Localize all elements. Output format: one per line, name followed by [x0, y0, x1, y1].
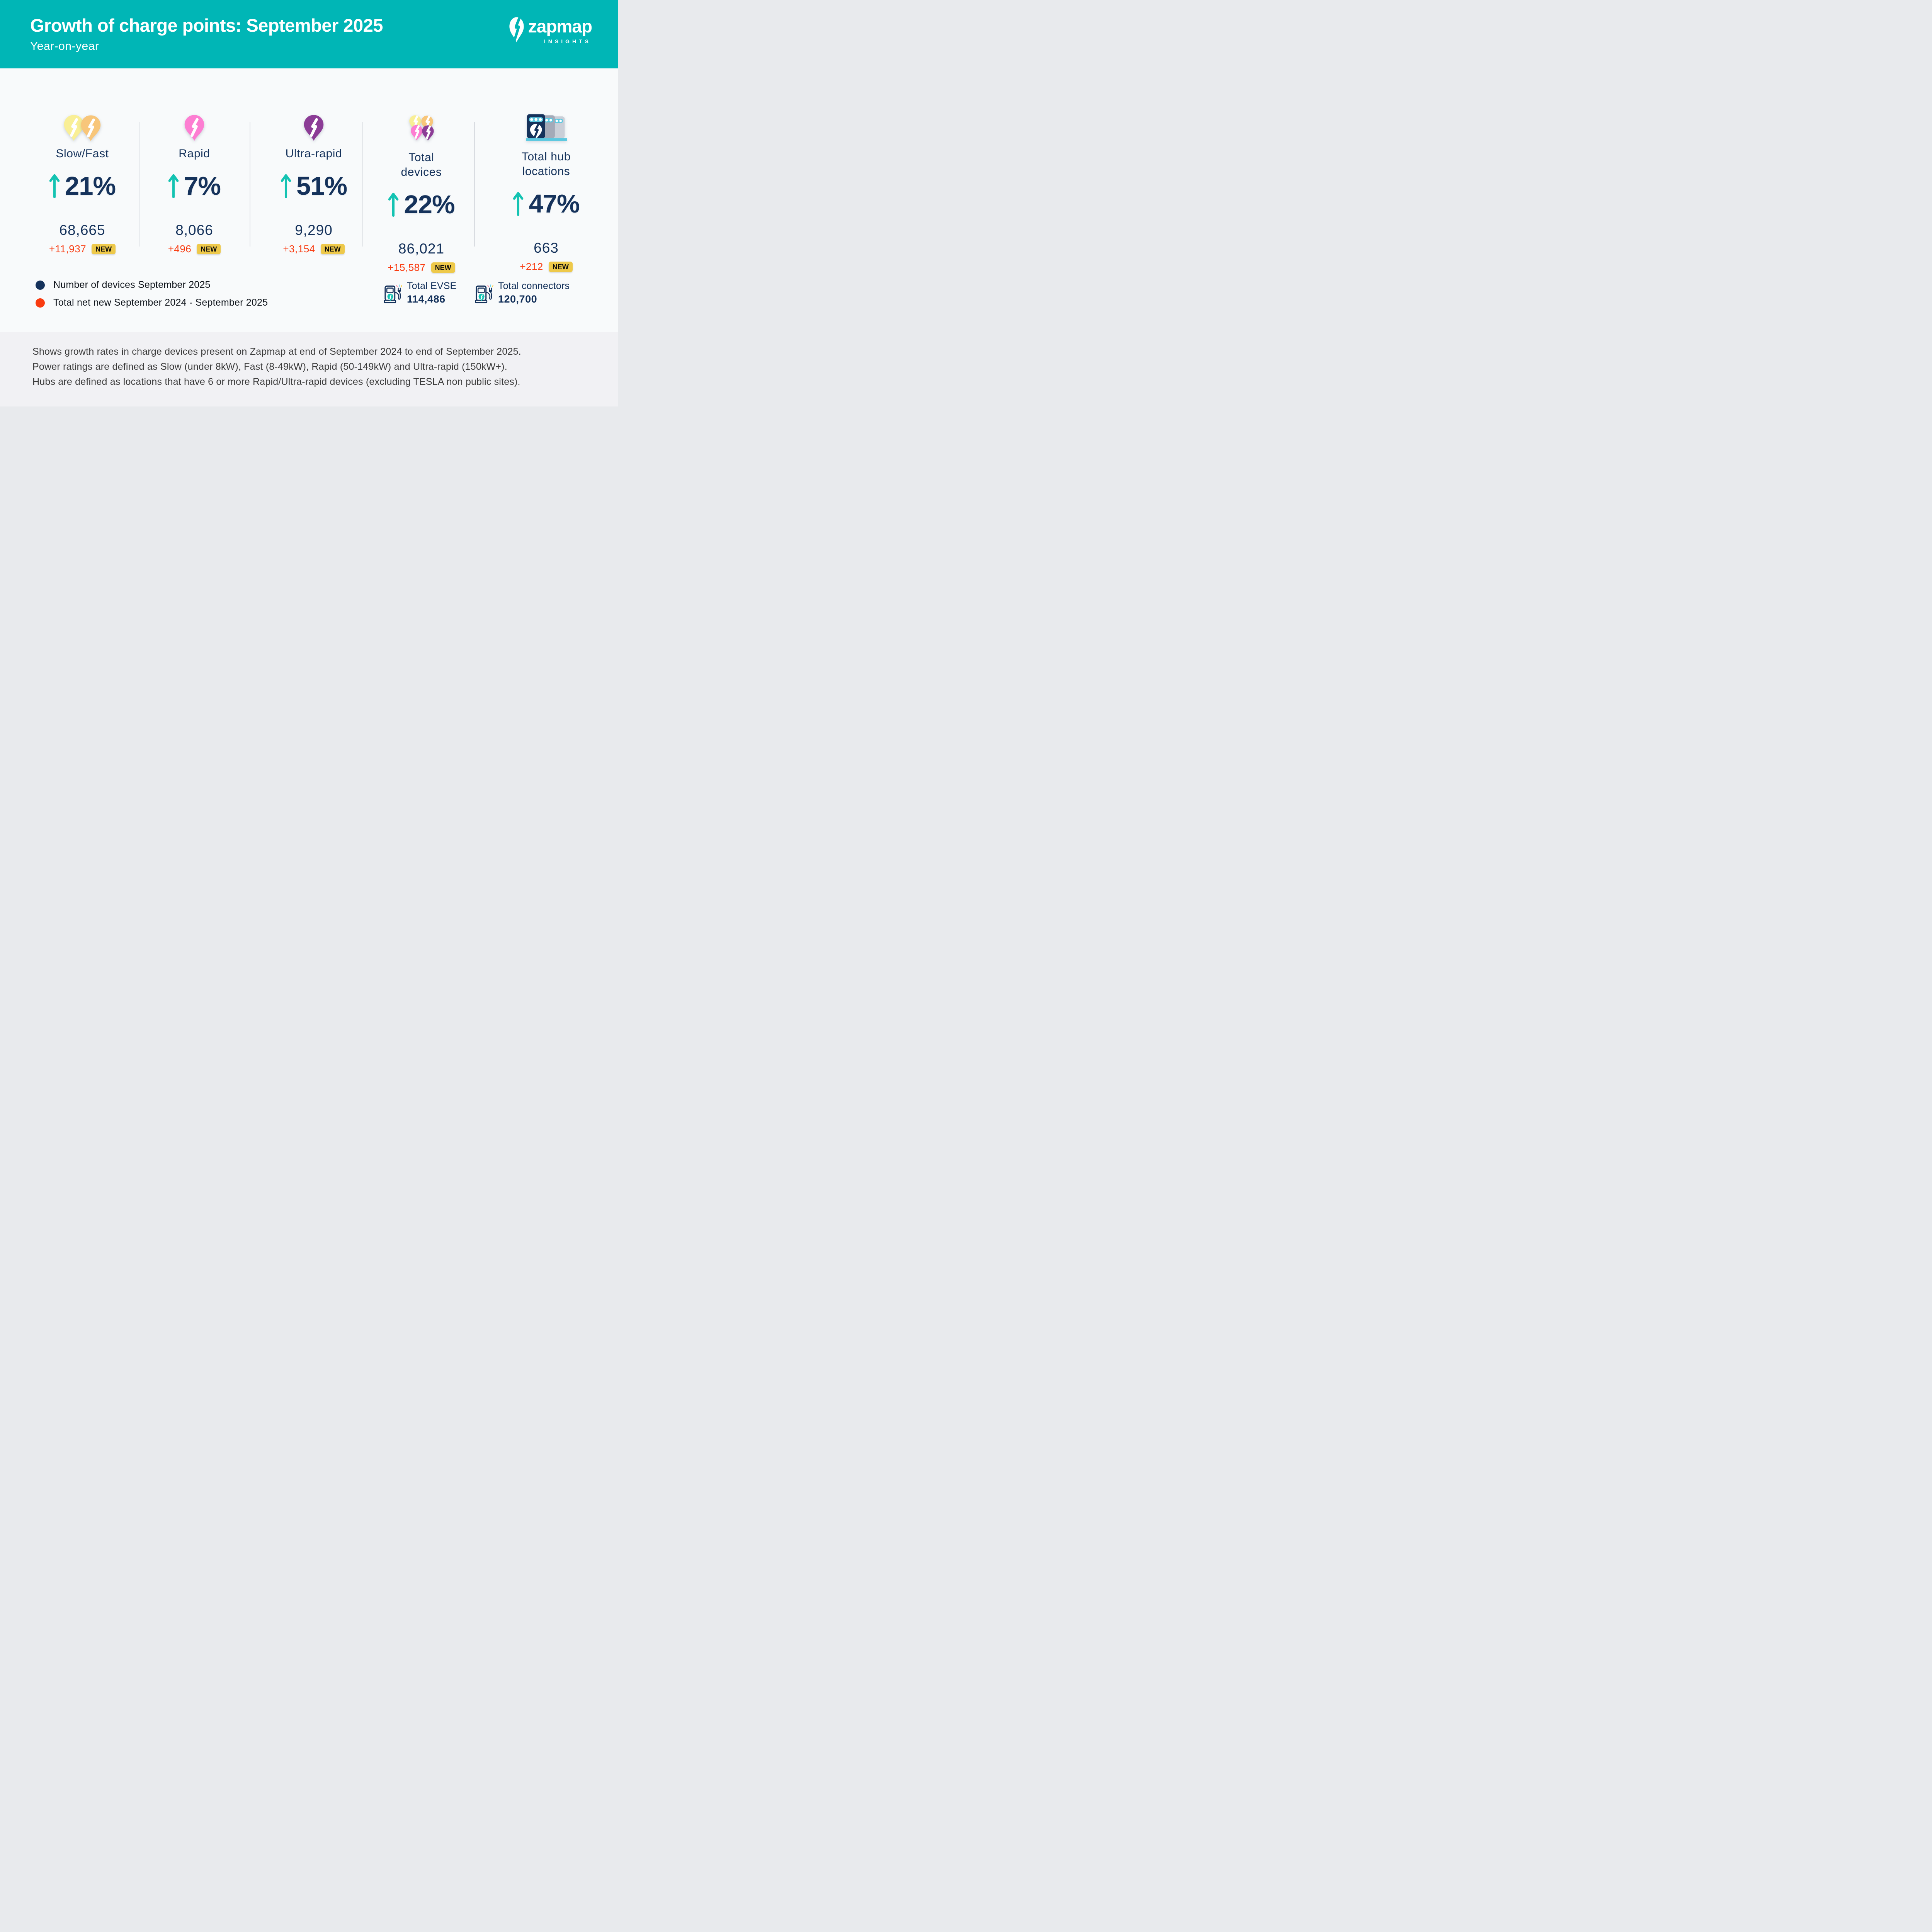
stats-band: Slow/Fast 21% 68,665 +11,937 NEW Rapid	[0, 68, 618, 332]
new-badge: NEW	[92, 244, 116, 254]
pink-pin-icon	[410, 125, 423, 141]
column-label: Rapid	[179, 147, 210, 160]
stat-column-total-hub-locations: Total hub locations 47% 663 +212 NEW	[474, 68, 618, 285]
net-new-value: +3,154	[283, 243, 315, 255]
column-label: Slow/Fast	[56, 147, 109, 160]
zapmap-insights-tagline: INSIGHTS	[544, 38, 591, 44]
stat-column-rapid: Rapid 7% 8,066 +496 NEW	[139, 68, 250, 285]
page-subtitle: Year-on-year	[30, 40, 99, 53]
growth-percent: 22%	[404, 190, 455, 219]
new-badge: NEW	[320, 244, 345, 254]
charging-hub-icon	[526, 114, 567, 141]
new-badge: NEW	[431, 262, 455, 273]
navy-dot-icon	[36, 280, 45, 290]
up-arrow-icon	[513, 191, 524, 216]
device-count: 86,021	[398, 241, 445, 257]
stat-column-slow-fast: Slow/Fast 21% 68,665 +11,937 NEW	[12, 68, 146, 285]
zapmap-bolt-pin-icon	[509, 17, 524, 43]
red-dot-icon	[36, 298, 45, 308]
device-count: 8,066	[175, 222, 213, 238]
up-arrow-icon	[168, 173, 179, 199]
legend-item-net-new: Total net new September 2024 - September…	[36, 297, 268, 308]
device-count: 68,665	[59, 222, 105, 238]
zapmap-wordmark: zapmap	[528, 16, 592, 36]
page-title: Growth of charge points: September 2025	[30, 15, 383, 36]
total-evse-label: Total EVSE	[407, 281, 457, 291]
total-connectors-value: 120,700	[498, 293, 537, 305]
column-divider	[362, 122, 363, 247]
purple-pin-icon	[304, 115, 324, 141]
all-pins-cluster-icon	[409, 115, 434, 141]
legend: Number of devices September 2025 Total n…	[36, 279, 268, 308]
up-arrow-icon	[281, 173, 291, 199]
total-evse-group: Total EVSE 114,486	[384, 281, 456, 306]
stat-column-ultra-rapid: Ultra-rapid 51% 9,290 +3,154 NEW	[250, 68, 370, 285]
growth-percent: 47%	[529, 189, 580, 218]
device-count: 663	[534, 240, 559, 256]
zapmap-logo: zapmap INSIGHTS	[509, 17, 592, 44]
pink-pin-icon	[184, 115, 204, 141]
new-badge: NEW	[197, 244, 221, 254]
growth-percent: 7%	[184, 171, 221, 201]
orange-pin-icon	[81, 115, 101, 141]
total-evse-value: 114,486	[407, 293, 446, 305]
column-divider	[474, 122, 475, 247]
header-band: Growth of charge points: September 2025 …	[0, 0, 618, 68]
footnote-text: Shows growth rates in charge devices pre…	[32, 346, 521, 387]
up-arrow-icon	[49, 173, 60, 199]
column-label: Total devices	[401, 151, 442, 179]
new-badge: NEW	[548, 262, 573, 272]
slow-fast-pins-icon	[64, 115, 101, 141]
total-connectors-group: Total connectors 120,700	[475, 281, 570, 306]
infographic-canvas: Growth of charge points: September 2025 …	[0, 0, 618, 406]
legend-item-devices: Number of devices September 2025	[36, 279, 268, 291]
net-new-value: +496	[168, 243, 192, 255]
column-label: Total hub locations	[521, 150, 571, 178]
stat-column-total-devices: Total devices 22% 86,021 +15,587 NEW	[362, 68, 477, 285]
column-label: Ultra-rapid	[285, 147, 342, 160]
net-new-value: +15,587	[388, 262, 426, 273]
purple-pin-icon	[422, 125, 434, 141]
ev-charger-icon	[475, 284, 493, 303]
up-arrow-icon	[388, 192, 399, 217]
net-new-value: +212	[520, 261, 543, 272]
device-count: 9,290	[295, 222, 333, 238]
growth-percent: 21%	[65, 171, 116, 201]
footnote-band: Shows growth rates in charge devices pre…	[0, 332, 618, 406]
net-new-value: +11,937	[49, 243, 87, 255]
ev-charger-icon	[384, 284, 402, 303]
total-connectors-label: Total connectors	[498, 281, 570, 291]
growth-percent: 51%	[296, 171, 347, 201]
